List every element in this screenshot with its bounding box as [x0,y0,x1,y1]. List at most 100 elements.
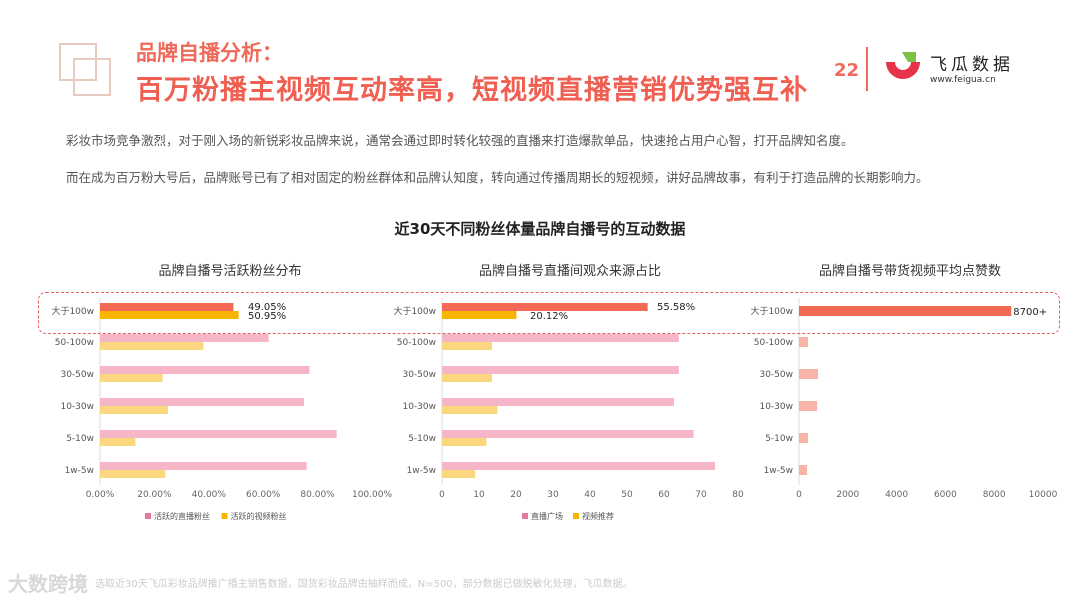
bar [100,406,168,414]
footer-note: 选取近30天飞瓜彩妆品牌推广播主销售数据，国货彩妆品牌由抽样而成，N=500，部… [95,579,633,590]
x-tick-label: 70 [695,490,707,500]
x-tick-label: 4000 [885,490,908,500]
x-tick-label: 6000 [934,490,957,500]
category-label: 1w-5w [764,466,793,476]
bar [442,438,487,446]
data-label: 55.58% [657,302,695,313]
decor-square [59,43,97,81]
bar [442,430,694,438]
data-label: 49.05% [248,302,286,313]
x-tick-label: 0 [796,490,802,500]
category-label: 10-30w [402,402,436,412]
x-tick-label: 10000 [1029,490,1058,500]
watermark: 大数跨境 [8,572,88,596]
category-label: 5-10w [66,434,94,444]
page-number: 22 [834,60,860,81]
bar [100,311,239,319]
divider [866,47,868,91]
x-tick-label: 20 [510,490,522,500]
bar [442,334,679,342]
bar [442,470,476,478]
bar [442,406,498,414]
logo: 飞瓜数据 www.feigua.cn [880,48,1030,94]
bar [799,337,809,347]
bar [442,374,492,382]
x-tick-label: 40 [584,490,596,500]
bar [100,342,204,350]
section-subtitle: 品牌自播分析： [136,41,283,65]
x-tick-label: 100.00% [352,490,392,500]
legend-label: 直播广场 [531,511,563,521]
category-label: 10-30w [759,402,793,412]
legend-swatch [145,513,151,519]
bar [799,465,808,475]
category-label: 30-50w [60,370,94,380]
x-tick-label: 2000 [836,490,859,500]
category-label: 5-10w [408,434,436,444]
legend-swatch [573,513,579,519]
category-label: 1w-5w [65,466,94,476]
decor-square [73,58,111,96]
bar [100,470,166,478]
bar [442,342,492,350]
x-tick-label: 8000 [983,490,1006,500]
logo-url: www.feigua.cn [930,75,996,85]
chart-title: 品牌自播号活跃粉丝分布 [158,264,302,279]
bar [442,366,679,374]
x-tick-label: 40.00% [192,490,227,500]
bar [100,334,269,342]
data-label: 20.12% [530,311,568,322]
x-tick-label: 30 [547,490,559,500]
category-label: 10-30w [60,402,94,412]
x-tick-label: 50 [621,490,633,500]
category-label: 1w-5w [407,466,436,476]
category-label: 30-50w [759,370,793,380]
data-label: 50.95% [248,311,286,322]
bar [100,374,163,382]
bar [100,438,136,446]
x-tick-label: 20.00% [137,490,172,500]
x-tick-label: 60 [658,490,670,500]
category-label: 50-100w [55,338,94,348]
bar [442,462,716,470]
bar [799,401,818,411]
category-label: 50-100w [754,338,793,348]
feigua-logo-icon [886,52,920,79]
data-label: 8700+ [1013,307,1047,318]
bar [799,433,809,443]
paragraph: 彩妆市场竞争激烈，对于刚入场的新锐彩妆品牌来说，通常会通过即时转化较强的直播来打… [66,133,854,148]
category-label: 大于100w [51,305,94,317]
bar [442,303,648,311]
category-label: 大于100w [750,305,793,317]
category-label: 50-100w [397,338,436,348]
legend-label: 视频推荐 [582,511,614,521]
bar [100,366,310,374]
highlight-box [38,292,1060,334]
x-tick-label: 10 [473,490,485,500]
chart-title: 品牌自播号直播间观众来源占比 [478,264,661,279]
bar [100,462,307,470]
bar [442,398,674,406]
x-tick-label: 0 [439,490,445,500]
x-tick-label: 60.00% [246,490,281,500]
legend-swatch [522,513,528,519]
chart-title: 品牌自播号带货视频平均点赞数 [818,264,1001,279]
x-tick-label: 80 [732,490,744,500]
category-label: 大于100w [393,305,436,317]
bar [442,311,517,319]
category-label: 5-10w [765,434,793,444]
paragraph: 而在成为百万粉大号后，品牌账号已有了相对固定的粉丝群体和品牌认知度，转向通过传播… [66,170,929,185]
x-tick-label: 0.00% [86,490,115,500]
legend-label: 活跃的视频粉丝 [231,511,287,521]
legend-label: 活跃的直播粉丝 [154,511,210,521]
page-title: 百万粉播主视频互动率高，短视频直播营销优势强互补 [136,75,808,106]
category-label: 30-50w [402,370,436,380]
logo-name: 飞瓜数据 [930,55,1014,75]
x-tick-label: 80.00% [300,490,335,500]
bar [799,306,1012,316]
chart-heading: 近30天不同粉丝体量品牌自播号的互动数据 [394,220,686,238]
bar [100,398,304,406]
bar [100,303,234,311]
